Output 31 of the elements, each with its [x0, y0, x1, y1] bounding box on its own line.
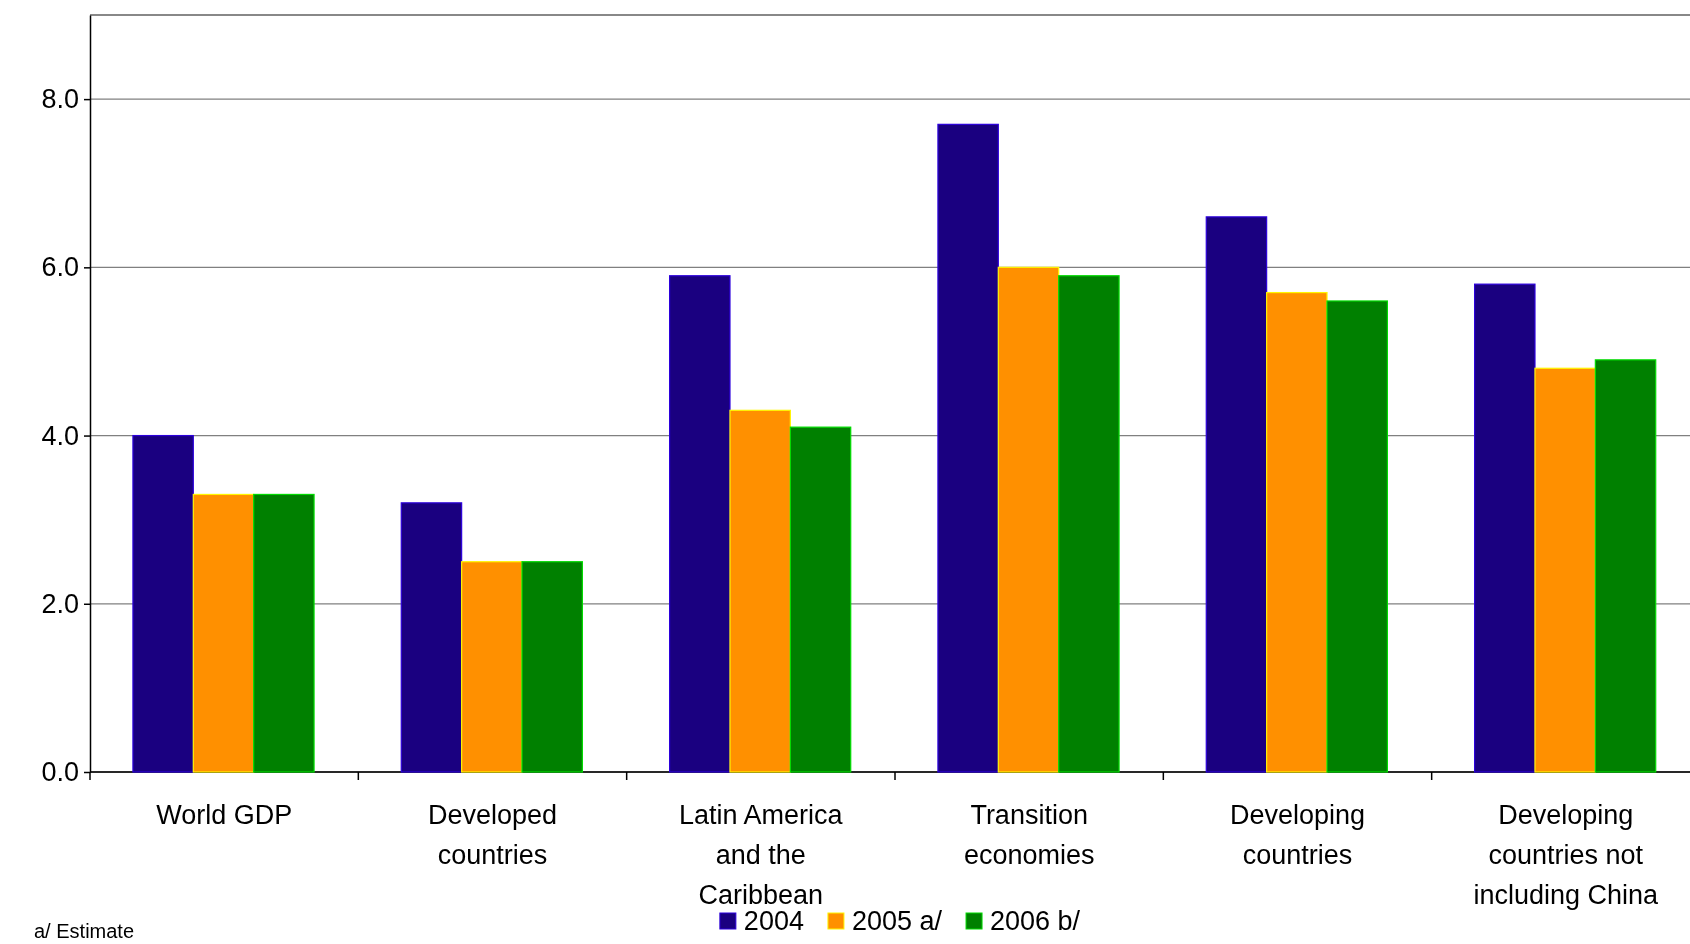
bar — [1205, 216, 1268, 773]
bar — [1474, 283, 1536, 773]
y-tick-label: 2.0 — [41, 588, 79, 619]
bar — [253, 493, 315, 773]
bar — [132, 434, 194, 773]
legend-label: 2006 b/ — [990, 906, 1081, 936]
x-tick-label: Developing countries not including China — [1473, 800, 1660, 910]
y-tick-label: 8.0 — [41, 84, 79, 115]
bar — [1266, 291, 1328, 773]
x-tick-label: Developed countries — [427, 800, 558, 870]
bar — [1058, 275, 1120, 773]
x-tick-label: Developing countries — [1229, 800, 1366, 870]
bar — [1534, 367, 1596, 773]
y-tick-label: 4.0 — [41, 420, 79, 451]
bar — [937, 123, 999, 773]
x-tick-label: Transition economies — [963, 800, 1095, 870]
bar — [789, 426, 852, 773]
legend-label: 2005 a/ — [851, 906, 943, 936]
text: a/ Estimate — [34, 920, 135, 942]
bar — [521, 561, 583, 773]
bar — [461, 561, 523, 773]
bar — [400, 502, 463, 773]
bar — [729, 409, 791, 773]
bar — [1326, 300, 1388, 773]
bar — [1594, 359, 1657, 773]
y-tick-label: 0.0 — [41, 757, 79, 788]
y-tick-label: 6.0 — [41, 252, 79, 283]
bar — [192, 493, 255, 773]
bar — [669, 275, 731, 773]
x-tick-label: World GDP — [156, 800, 293, 830]
bar — [997, 266, 1060, 773]
